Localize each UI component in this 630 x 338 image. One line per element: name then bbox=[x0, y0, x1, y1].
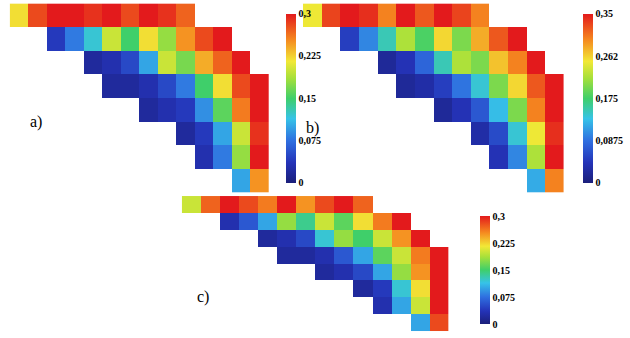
svg-text:0,15: 0,15 bbox=[493, 265, 511, 276]
svg-text:0,225: 0,225 bbox=[299, 50, 322, 61]
svg-text:0,075: 0,075 bbox=[493, 292, 516, 303]
svg-text:0,0875: 0,0875 bbox=[596, 135, 624, 146]
svg-text:0: 0 bbox=[493, 319, 498, 330]
svg-text:0,35: 0,35 bbox=[596, 8, 614, 19]
svg-text:c): c) bbox=[197, 288, 209, 306]
svg-text:0,075: 0,075 bbox=[299, 135, 322, 146]
svg-text:b): b) bbox=[306, 119, 319, 137]
svg-text:0,15: 0,15 bbox=[299, 93, 317, 104]
svg-text:0,3: 0,3 bbox=[493, 211, 506, 222]
svg-text:0,3: 0,3 bbox=[299, 8, 312, 19]
svg-text:0: 0 bbox=[299, 177, 304, 188]
svg-text:a): a) bbox=[30, 113, 42, 131]
svg-text:0,225: 0,225 bbox=[493, 238, 516, 249]
svg-text:0,175: 0,175 bbox=[596, 93, 619, 104]
svg-text:0: 0 bbox=[596, 177, 601, 188]
svg-text:0,262: 0,262 bbox=[596, 51, 619, 62]
